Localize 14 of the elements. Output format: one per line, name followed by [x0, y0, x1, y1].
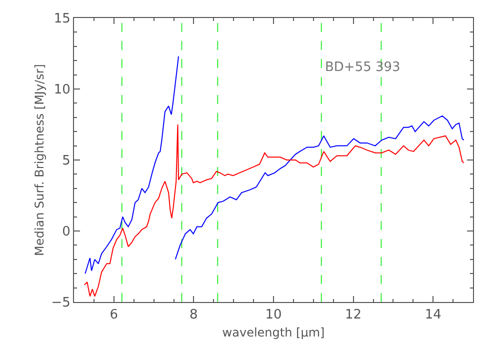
x-tick-label: 12 [345, 308, 362, 323]
y-tick-label: 0 [62, 224, 70, 240]
y-axis-title: Median Surf. Brightness [MJy/sr] [32, 64, 47, 256]
x-tick-label: 10 [265, 308, 282, 323]
y-tick-label: 15 [54, 12, 70, 27]
y-tick-label: −5 [51, 296, 70, 311]
y-tick-label: 5 [62, 154, 70, 169]
annotation: BD+55 393 [325, 60, 400, 75]
line-series [84, 124, 464, 297]
x-tick-label: 14 [424, 308, 442, 323]
y-tick-label: 10 [54, 82, 70, 98]
x-tick-label: 8 [190, 308, 198, 323]
x-tick-label: 6 [110, 308, 118, 323]
x-axis-title: wavelength [μm] [222, 326, 325, 340]
